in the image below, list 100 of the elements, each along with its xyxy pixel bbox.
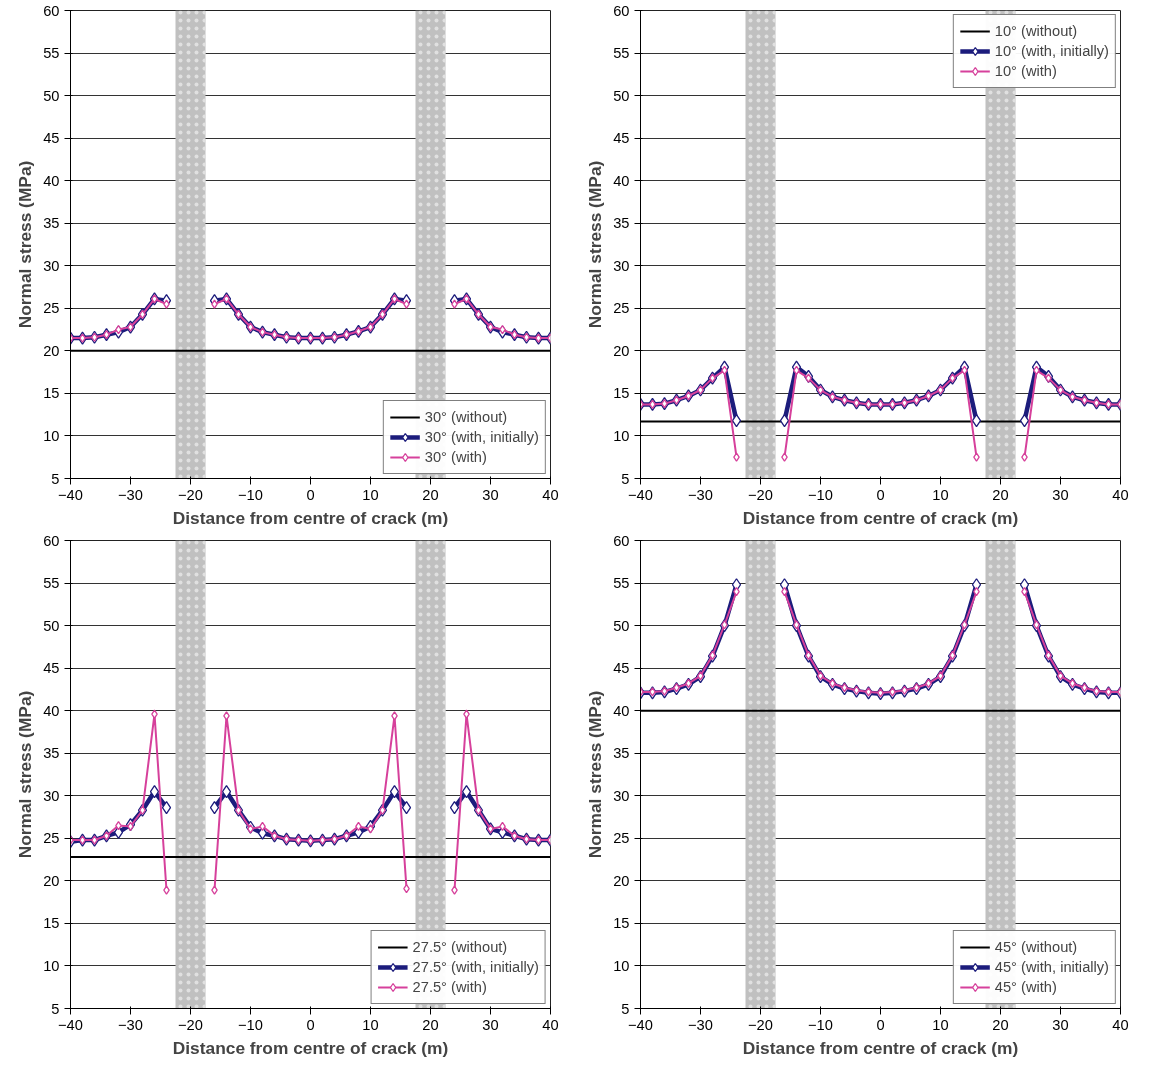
y-tick-label: 50 [43,87,60,104]
y-tick-label: 40 [43,702,60,719]
x-tick-label: 20 [422,1016,439,1033]
legend-label: 45° (without) [994,939,1078,955]
legend-label: 30° (without) [424,409,508,425]
y-axis-title: Normal stress (MPa) [585,690,606,859]
y-tick-label: 30 [43,257,60,274]
y-tick-label: 30 [43,787,60,804]
x-axis-title: Distance from centre of crack (m) [172,507,449,528]
y-tick-label: 5 [621,1000,630,1017]
y-tick-label: 50 [613,617,630,634]
x-tick-label: −20 [748,486,773,503]
x-tick-label: −30 [118,1016,143,1033]
legend-label: 27.5° (with, initially) [412,959,539,975]
y-tick-label: 5 [51,470,60,487]
x-tick-label: −20 [178,1016,203,1033]
x-tick-label: 30 [1052,486,1069,503]
y-tick-label: 60 [43,532,60,549]
y-axis-title: Normal stress (MPa) [585,160,606,329]
x-tick-label: −10 [238,486,263,503]
x-tick-label: −10 [238,1016,263,1033]
y-tick-label: 35 [43,745,60,762]
y-tick-label: 55 [613,45,630,62]
y-tick-label: 35 [613,745,630,762]
legend-label: 45° (with) [994,979,1057,995]
legend-label: 27.5° (without) [412,939,508,955]
x-tick-label: −20 [748,1016,773,1033]
x-tick-label: 20 [422,486,439,503]
y-tick-label: 20 [43,342,60,359]
y-tick-label: 40 [613,172,630,189]
x-tick-label: 0 [306,486,315,503]
y-tick-label: 10 [613,427,630,444]
x-tick-label: 10 [362,1016,379,1033]
y-tick-label: 20 [613,342,630,359]
y-tick-label: 60 [613,2,630,19]
x-tick-label: 30 [482,1016,499,1033]
x-tick-label: 30 [1052,1016,1069,1033]
y-tick-label: 60 [613,532,630,549]
x-tick-label: 20 [992,1016,1009,1033]
x-tick-label: −20 [178,486,203,503]
y-tick-label: 40 [613,702,630,719]
x-tick-label: −10 [808,1016,833,1033]
y-tick-label: 60 [43,2,60,19]
y-tick-label: 5 [621,470,630,487]
y-tick-label: 15 [43,385,60,402]
y-tick-label: 15 [613,915,630,932]
y-tick-label: 10 [43,957,60,974]
x-tick-label: −40 [628,486,653,503]
x-tick-label: 10 [932,1016,949,1033]
y-tick-label: 10 [43,427,60,444]
x-tick-label: −30 [688,486,713,503]
legend-label: 45° (with, initially) [994,959,1109,975]
x-tick-label: 20 [992,486,1009,503]
x-tick-label: −30 [118,486,143,503]
y-axis-title: Normal stress (MPa) [15,690,36,859]
y-tick-label: 35 [43,215,60,232]
legend-label: 10° (with, initially) [994,43,1109,59]
y-tick-label: 55 [43,575,60,592]
x-tick-label: 40 [1112,486,1129,503]
x-tick-label: 40 [1112,1016,1129,1033]
x-axis-title: Distance from centre of crack (m) [172,1037,449,1058]
x-tick-label: −40 [58,486,83,503]
legend-label: 27.5° (with) [412,979,487,995]
y-tick-label: 55 [43,45,60,62]
y-tick-label: 25 [613,830,630,847]
x-tick-label: 30 [482,486,499,503]
y-tick-label: 5 [51,1000,60,1017]
x-tick-label: 10 [362,486,379,503]
legend-label: 10° (without) [994,23,1078,39]
x-tick-label: −40 [628,1016,653,1033]
x-axis-title: Distance from centre of crack (m) [742,507,1019,528]
y-tick-label: 25 [43,830,60,847]
y-tick-label: 25 [613,300,630,317]
x-tick-label: 40 [542,1016,559,1033]
y-tick-label: 45 [613,660,630,677]
x-tick-label: 40 [542,486,559,503]
legend-label: 30° (with, initially) [424,429,539,445]
y-tick-label: 45 [43,130,60,147]
y-tick-label: 30 [613,257,630,274]
x-tick-label: −10 [808,486,833,503]
y-tick-label: 15 [43,915,60,932]
x-tick-label: 10 [932,486,949,503]
y-tick-label: 15 [613,385,630,402]
legend-label: 10° (with) [994,63,1057,79]
y-tick-label: 10 [613,957,630,974]
y-axis-title: Normal stress (MPa) [15,160,36,329]
legend-label: 30° (with) [424,449,487,465]
y-tick-label: 25 [43,300,60,317]
y-tick-label: 45 [43,660,60,677]
x-tick-label: 0 [306,1016,315,1033]
y-tick-label: 45 [613,130,630,147]
x-tick-label: 0 [876,486,885,503]
x-axis-title: Distance from centre of crack (m) [742,1037,1019,1058]
y-tick-label: 50 [43,617,60,634]
x-tick-label: 0 [876,1016,885,1033]
y-tick-label: 20 [43,872,60,889]
x-tick-label: −30 [688,1016,713,1033]
y-tick-label: 30 [613,787,630,804]
y-tick-label: 35 [613,215,630,232]
y-tick-label: 50 [613,87,630,104]
